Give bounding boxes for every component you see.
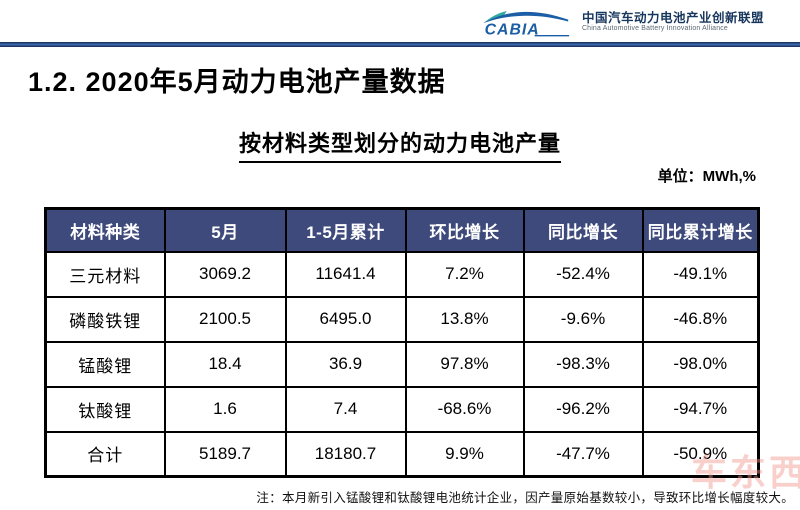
cell-material: 合计 (44, 430, 166, 478)
org-logo: CABIA 中国汽车动力电池产业创新联盟 China Automotive Ba… (477, 3, 764, 41)
table-row-total: 合计 5189.7 18180.7 9.9% -47.7% -50.9% (44, 430, 760, 478)
header-divider-rule (0, 42, 800, 47)
cell-value: -68.6% (404, 385, 525, 433)
cell-value: -49.1% (641, 250, 760, 298)
unit-label: 单位：MWh,% (657, 168, 756, 185)
svg-text:CABIA: CABIA (485, 21, 540, 38)
cell-value: -46.8% (641, 295, 760, 343)
cell-value: -94.7% (641, 385, 760, 433)
cell-value: 18180.7 (284, 430, 407, 478)
cell-value: -52.4% (522, 250, 644, 298)
cell-value: 97.8% (404, 340, 525, 388)
cell-value: 9.9% (404, 430, 525, 478)
cell-material: 锰酸锂 (44, 340, 166, 388)
col-header-may: 5月 (163, 207, 287, 253)
cell-value: -9.6% (522, 295, 644, 343)
cell-value: 1.6 (163, 385, 287, 433)
table-title: 按材料类型划分的动力电池产量 (238, 126, 561, 163)
cell-value: -47.7% (522, 430, 644, 478)
org-name-block: 中国汽车动力电池产业创新联盟 China Automotive Battery … (582, 11, 764, 33)
col-header-yoy-cum-growth: 同比累计增长 (641, 207, 760, 253)
cell-value: -98.3% (522, 340, 644, 388)
cabia-logo-icon: CABIA (483, 10, 570, 38)
cell-value: 36.9 (284, 340, 407, 388)
table-row-lmo: 锰酸锂 18.4 36.9 97.8% -98.3% -98.0% (44, 340, 760, 388)
col-header-mom-growth: 环比增长 (404, 207, 525, 253)
cell-value: -96.2% (522, 385, 644, 433)
cell-value: 13.8% (404, 295, 525, 343)
table-header-row: 材料种类 5月 1-5月累计 环比增长 同比增长 同比累计增长 (44, 207, 760, 253)
cell-value: 3069.2 (163, 250, 287, 298)
section-title: 1.2. 2020年5月动力电池产量数据 (28, 67, 446, 97)
col-header-yoy-growth: 同比增长 (522, 207, 644, 253)
cell-value: 5189.7 (163, 430, 287, 478)
battery-production-table: 材料种类 5月 1-5月累计 环比增长 同比增长 同比累计增长 三元材料 306… (44, 207, 760, 478)
cell-material: 三元材料 (44, 250, 166, 298)
cell-value: 7.2% (404, 250, 525, 298)
cell-value: 18.4 (163, 340, 287, 388)
cell-value: -50.9% (641, 430, 760, 478)
cell-value: -98.0% (641, 340, 760, 388)
col-header-cumulative: 1-5月累计 (284, 207, 407, 253)
table-row-lfp: 磷酸铁锂 2100.5 6495.0 13.8% -9.6% -46.8% (44, 295, 760, 343)
cell-value: 6495.0 (284, 295, 407, 343)
cell-material: 钛酸锂 (44, 385, 166, 433)
table-title-row: 按材料类型划分的动力电池产量 (0, 126, 800, 163)
cell-material: 磷酸铁锂 (44, 295, 166, 343)
footnote: 注：本月新引入锰酸锂和钛酸锂电池统计企业，因产量原始基数较小，导致环比增长幅度较… (256, 491, 794, 505)
org-name-cn: 中国汽车动力电池产业创新联盟 (581, 10, 764, 25)
table-row-ternary: 三元材料 3069.2 11641.4 7.2% -52.4% -49.1% (44, 250, 760, 298)
cell-value: 7.4 (284, 385, 407, 433)
cell-value: 2100.5 (163, 295, 287, 343)
cell-value: 11641.4 (284, 250, 407, 298)
org-name-en: China Automotive Battery Innovation Alli… (581, 25, 728, 33)
table-row-lto: 钛酸锂 1.6 7.4 -68.6% -96.2% -94.7% (44, 385, 760, 433)
col-header-material: 材料种类 (44, 207, 166, 253)
